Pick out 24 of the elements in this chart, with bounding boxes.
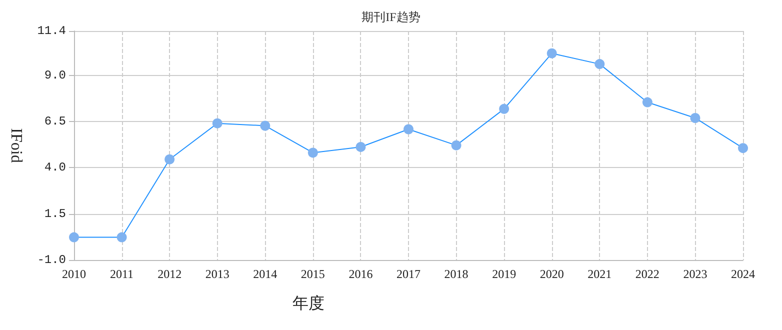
- y-axis-title: IFoid: [8, 128, 24, 163]
- x-tick-label: 2013: [205, 267, 230, 281]
- x-tick-label: 2020: [540, 267, 564, 281]
- x-tick-label: 2016: [348, 267, 373, 281]
- x-tick-label: 2014: [253, 267, 278, 281]
- y-tick-label: -1.0: [37, 253, 66, 267]
- x-axis-title: 年度: [292, 294, 324, 312]
- y-tick-label: 9.0: [44, 68, 66, 82]
- x-tick-label: 2019: [492, 267, 516, 281]
- x-tick-label: 2017: [396, 267, 420, 281]
- x-tick-label: 2010: [62, 267, 86, 281]
- y-tick-label: 4.0: [44, 160, 66, 175]
- y-tick-label: 11.4: [37, 24, 66, 38]
- y-tick-label: 1.5: [44, 206, 66, 221]
- x-tick-label: 2012: [158, 267, 182, 281]
- y-tick-label: 6.5: [44, 114, 66, 128]
- x-tick-label: 2021: [588, 267, 612, 281]
- x-tick-label: 2011: [110, 267, 134, 281]
- x-tick-label: 2024: [731, 267, 755, 281]
- x-tick-label: 2022: [635, 267, 660, 281]
- chart-title: 期刊IF趋势: [362, 10, 420, 24]
- x-tick-label: 2018: [444, 267, 468, 281]
- x-tick-label: 2023: [683, 267, 708, 281]
- x-tick-label: 2015: [300, 267, 325, 281]
